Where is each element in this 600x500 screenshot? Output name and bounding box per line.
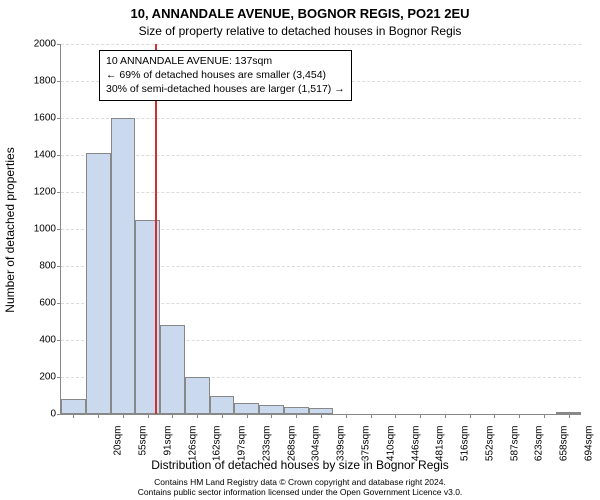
x-tick-mark [346, 414, 347, 418]
grid-line [61, 192, 581, 193]
x-tick-label: 410sqm [385, 426, 396, 476]
footer-line-2: Contains public sector information licen… [0, 487, 600, 498]
histogram-bar [185, 377, 210, 414]
x-tick-label: 623sqm [534, 426, 545, 476]
callout-line-1: 10 ANNANDALE AVENUE: 137sqm [106, 54, 345, 68]
histogram-bar [86, 153, 111, 414]
x-tick-mark [172, 414, 173, 418]
y-axis-label: Number of detached properties [3, 147, 17, 312]
chart-title-main: 10, ANNANDALE AVENUE, BOGNOR REGIS, PO21… [0, 6, 600, 21]
y-tick-label: 600 [16, 298, 56, 309]
callout-line-3: 30% of semi-detached houses are larger (… [106, 82, 345, 96]
x-tick-mark [544, 414, 545, 418]
x-tick-mark [73, 414, 74, 418]
histogram-bar [160, 325, 185, 414]
x-tick-label: 126sqm [187, 426, 198, 476]
histogram-bar [111, 118, 136, 414]
x-tick-mark [271, 414, 272, 418]
histogram-bar [210, 396, 235, 415]
y-tick-label: 1000 [16, 224, 56, 235]
x-tick-mark [296, 414, 297, 418]
y-tick-mark [57, 192, 61, 193]
x-tick-label: 552sqm [484, 426, 495, 476]
y-tick-mark [57, 155, 61, 156]
y-tick-label: 200 [16, 372, 56, 383]
histogram-bar [259, 405, 284, 414]
x-tick-mark [569, 414, 570, 418]
y-tick-mark [57, 81, 61, 82]
x-tick-label: 233sqm [261, 426, 272, 476]
y-tick-label: 800 [16, 261, 56, 272]
x-tick-mark [98, 414, 99, 418]
x-tick-mark [247, 414, 248, 418]
x-tick-label: 375sqm [361, 426, 372, 476]
x-tick-mark [519, 414, 520, 418]
y-tick-mark [57, 414, 61, 415]
grid-line [61, 118, 581, 119]
histogram-bar [61, 399, 86, 414]
y-tick-label: 2000 [16, 39, 56, 50]
y-tick-label: 0 [16, 409, 56, 420]
y-tick-mark [57, 303, 61, 304]
x-tick-label: 658sqm [559, 426, 570, 476]
y-tick-mark [57, 229, 61, 230]
histogram-bar [284, 407, 309, 414]
x-tick-label: 91sqm [162, 426, 173, 476]
grid-line [61, 44, 581, 45]
x-tick-label: 268sqm [286, 426, 297, 476]
x-tick-label: 694sqm [583, 426, 594, 476]
x-tick-label: 20sqm [113, 426, 124, 476]
x-tick-mark [494, 414, 495, 418]
x-tick-label: 304sqm [311, 426, 322, 476]
x-tick-label: 446sqm [410, 426, 421, 476]
x-tick-mark [420, 414, 421, 418]
grid-line [61, 155, 581, 156]
x-tick-mark [123, 414, 124, 418]
x-tick-mark [222, 414, 223, 418]
y-tick-label: 1200 [16, 187, 56, 198]
x-tick-mark [197, 414, 198, 418]
x-tick-mark [470, 414, 471, 418]
callout-box: 10 ANNANDALE AVENUE: 137sqm ← 69% of det… [99, 50, 352, 101]
footer-line-1: Contains HM Land Registry data © Crown c… [0, 477, 600, 488]
callout-line-2: ← 69% of detached houses are smaller (3,… [106, 68, 345, 82]
y-tick-mark [57, 377, 61, 378]
x-tick-mark [371, 414, 372, 418]
y-tick-label: 1600 [16, 113, 56, 124]
x-tick-label: 481sqm [435, 426, 446, 476]
y-tick-mark [57, 118, 61, 119]
y-tick-mark [57, 266, 61, 267]
y-tick-mark [57, 44, 61, 45]
x-tick-label: 587sqm [509, 426, 520, 476]
x-tick-label: 516sqm [460, 426, 471, 476]
x-tick-mark [445, 414, 446, 418]
x-tick-mark [395, 414, 396, 418]
y-tick-mark [57, 340, 61, 341]
chart-title-sub: Size of property relative to detached ho… [0, 24, 600, 38]
x-tick-label: 197sqm [237, 426, 248, 476]
y-tick-label: 1800 [16, 76, 56, 87]
x-tick-mark [321, 414, 322, 418]
x-tick-label: 55sqm [138, 426, 149, 476]
y-tick-label: 1400 [16, 150, 56, 161]
x-tick-label: 162sqm [212, 426, 223, 476]
plot-area: 10 ANNANDALE AVENUE: 137sqm ← 69% of det… [60, 44, 581, 415]
footer-attribution: Contains HM Land Registry data © Crown c… [0, 477, 600, 498]
histogram-bar [234, 403, 259, 414]
x-tick-mark [148, 414, 149, 418]
y-tick-label: 400 [16, 335, 56, 346]
x-tick-label: 339sqm [336, 426, 347, 476]
